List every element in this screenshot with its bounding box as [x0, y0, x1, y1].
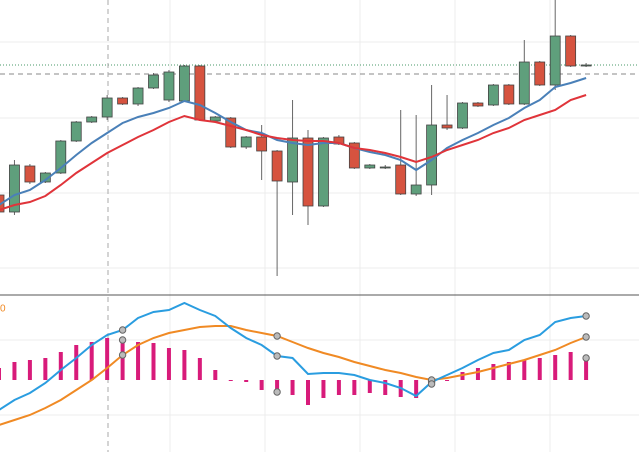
candle-body [410, 184, 422, 195]
cross-marker [427, 380, 436, 388]
histogram-bar [553, 355, 558, 380]
histogram-bar [321, 380, 326, 398]
histogram-bar [74, 345, 79, 380]
cross-marker [582, 333, 590, 341]
candle-body [395, 164, 407, 195]
candle-body [271, 150, 283, 182]
histogram-bar [522, 360, 527, 380]
cross-marker [582, 354, 590, 362]
histogram-bar [213, 370, 218, 380]
histogram-bar [105, 338, 110, 380]
histogram-bar [568, 352, 573, 380]
candle-body [163, 71, 175, 101]
candle-body [24, 165, 36, 183]
candle-body [70, 121, 82, 142]
histogram-bar [506, 362, 511, 380]
histogram-bar [228, 380, 233, 381]
candle-body [518, 61, 530, 105]
histogram-bar [336, 380, 341, 395]
candle-body [55, 140, 67, 174]
candle-body [348, 142, 360, 169]
histogram-bar [58, 352, 63, 380]
histogram-bar [383, 380, 388, 395]
candle-body [132, 87, 144, 105]
candle-body [9, 164, 20, 213]
candle-body [457, 102, 468, 129]
cross-marker [118, 326, 127, 334]
candle-body [240, 136, 252, 148]
candle-body [318, 137, 329, 207]
moving-average [0, 94, 587, 211]
candle-body [225, 117, 237, 148]
candle-body [565, 35, 577, 67]
histogram-bar [475, 368, 480, 380]
histogram-bar [120, 340, 125, 380]
candle-body [302, 137, 314, 207]
candle-body [503, 84, 515, 105]
histogram-bar [414, 380, 419, 398]
histogram-bar [166, 348, 171, 380]
signal-line [0, 325, 587, 426]
histogram-bar [136, 342, 141, 380]
candle-body [209, 116, 221, 122]
histogram-bar [151, 343, 156, 380]
indicator-label: 0 [0, 304, 6, 315]
cross-marker [118, 351, 127, 359]
candle-body [487, 84, 499, 106]
histogram-bar [275, 380, 280, 392]
candle-body [472, 102, 484, 107]
histogram-bar [27, 360, 32, 380]
candle-body [117, 97, 128, 105]
histogram-bar [537, 358, 542, 380]
candle-body [194, 65, 206, 121]
candle-body [178, 65, 190, 102]
cross-marker [118, 336, 127, 344]
histogram-bar [197, 358, 202, 380]
histogram-bar [367, 380, 372, 393]
candle-body [441, 124, 453, 129]
histogram-bar [306, 380, 310, 405]
candle-body [256, 136, 268, 152]
histogram-bar [491, 364, 496, 380]
histogram-bar [182, 350, 187, 380]
candle-body [287, 137, 298, 183]
histogram-bar [0, 368, 1, 380]
histogram-bar [43, 358, 48, 380]
histogram-bar [584, 358, 589, 380]
candle-body [549, 35, 561, 86]
histogram-bar [12, 362, 17, 380]
histogram-bar [290, 380, 295, 395]
candle-body [580, 64, 592, 67]
cross-marker [273, 332, 281, 340]
histogram-bar [352, 380, 357, 395]
macd-line [0, 301, 587, 411]
candle-body [379, 166, 391, 169]
histogram-bar [89, 342, 94, 380]
candle-body [534, 61, 546, 86]
moving-average [0, 77, 587, 206]
candle-body [101, 97, 113, 118]
candle-body [86, 116, 98, 123]
cross-marker [582, 312, 590, 320]
cross-marker [273, 388, 281, 396]
histogram-bar [445, 380, 450, 381]
candle-body [148, 74, 159, 89]
cross-marker [273, 352, 281, 360]
histogram-bar [259, 380, 264, 390]
candle-body [364, 164, 376, 169]
histogram-bar [244, 380, 249, 382]
candle-body [39, 172, 51, 183]
